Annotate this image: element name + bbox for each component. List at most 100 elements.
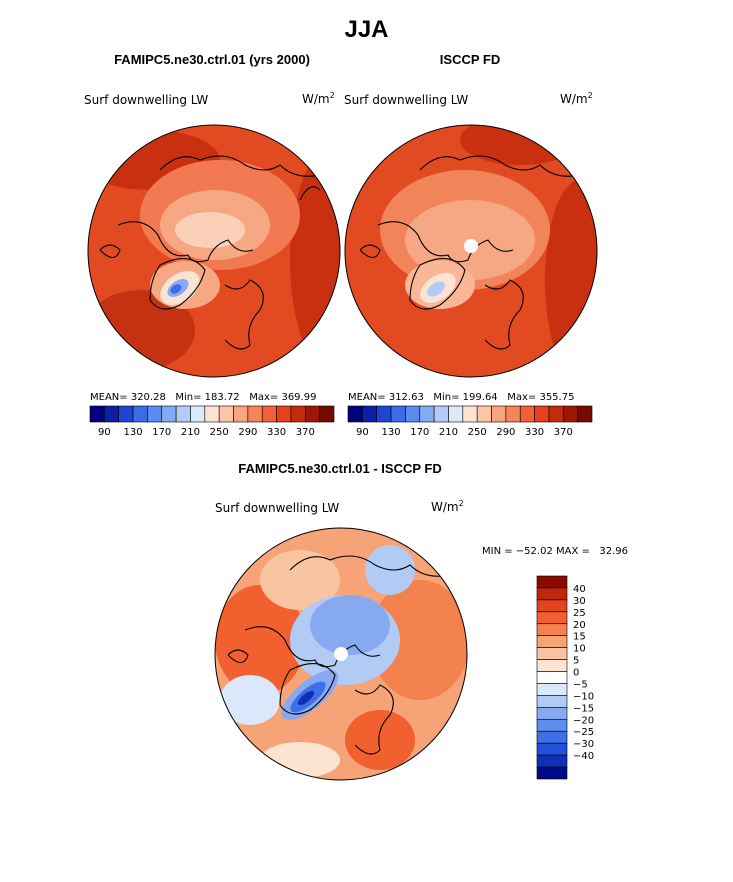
colorbar-tick-label: −15 [573,703,594,714]
colorbar-swatch [491,405,507,423]
difference-panel-title: FAMIPC5.ne30.ctrl.01 - ISCCP FD [238,461,442,476]
colorbar-tick-label: 370 [296,427,315,438]
colorbar-tick-label: 210 [439,427,458,438]
model-map-border [87,124,341,378]
obs-max: Max= 355.75 [507,392,575,403]
colorbar-swatch [147,405,163,423]
colorbar-swatch [476,405,492,423]
colorbar-tick-label: 250 [468,427,487,438]
colorbar-swatch [376,405,392,423]
colorbar-tick-label: 30 [573,596,586,607]
model-colorbar: 90 130 170 210 250 290 330 370 [89,405,335,438]
colorbar-tick-label: 330 [525,427,544,438]
colorbar-swatch [304,405,320,423]
colorbar-swatch [118,405,134,423]
colorbar-tick-label: 40 [573,584,586,595]
colorbar-swatch [536,575,568,589]
colorbar-tick-label: −25 [573,727,594,738]
colorbar-swatch [536,611,568,625]
colorbar-tick-label: 330 [267,427,286,438]
difference-variable-label: Surf downwelling LW [215,501,340,515]
colorbar-swatch [175,405,191,423]
obs-stats: MEAN= 312.63 Min= 199.64 Max= 355.75 [348,392,574,403]
colorbar-tick-label: 20 [573,620,586,631]
colorbar-swatch [190,405,206,423]
colorbar-swatch [536,599,568,613]
model-variable-label: Surf downwelling LW [84,93,209,107]
difference-units-label: W/m2 [431,499,464,514]
colorbar-tick-label: 250 [210,427,229,438]
model-mean: MEAN= 320.28 [90,392,166,403]
colorbar-swatch [347,405,363,423]
colorbar-swatch [536,635,568,648]
colorbar-swatch [233,405,249,423]
colorbar-swatch [505,405,521,423]
colorbar-tick-label: 130 [124,427,143,438]
colorbar-swatch [536,707,568,720]
colorbar-tick-label: 130 [382,427,401,438]
colorbar-tick-label: 290 [238,427,257,438]
colorbar-tick-label: 10 [573,644,586,655]
obs-panel-title: ISCCP FD [439,52,501,67]
model-panel-title: FAMIPC5.ne30.ctrl.01 (yrs 2000) [114,52,310,67]
model-units-label: W/m2 [302,91,335,106]
colorbar-swatch [247,405,263,423]
colorbar-swatch [276,405,292,423]
colorbar-swatch [104,405,120,423]
model-stats: MEAN= 320.28 Min= 183.72 Max= 369.99 [90,392,316,403]
colorbar-swatch [390,405,406,423]
colorbar-swatch [405,405,421,423]
colorbar-swatch [536,730,568,744]
colorbar-tick-label: 15 [573,632,586,643]
difference-map-border [214,527,468,781]
difference-polar-map [215,528,467,780]
colorbar-swatch [536,718,568,732]
colorbar-swatch [290,405,306,423]
difference-minmax: MIN = −52.02 MAX = 32.96 [482,546,629,557]
colorbar-swatch [261,405,277,423]
colorbar-swatch [419,405,435,423]
colorbar-swatch [161,405,177,423]
colorbar-swatch [536,671,568,684]
colorbar-tick-label: −20 [573,715,594,726]
colorbar-swatch [204,405,220,423]
colorbar-tick-label: 90 [98,427,111,438]
colorbar-swatch [536,695,568,708]
colorbar-tick-label: −5 [573,679,588,690]
colorbar-swatch [536,587,568,601]
colorbar-swatch [132,405,148,423]
obs-colorbar: 90 130 170 210 250 290 330 370 [347,405,593,438]
colorbar-tick-label: 25 [573,608,586,619]
obs-units-label: W/m2 [560,91,593,106]
model-max: Max= 369.99 [249,392,317,403]
colorbar-swatch [519,405,535,423]
colorbar-swatch [462,405,478,423]
colorbar-swatch [548,405,564,423]
colorbar-swatch [448,405,464,423]
colorbar-tick-label: 5 [573,656,579,667]
colorbar-tick-label: 210 [181,427,200,438]
colorbar-swatch [89,405,105,423]
colorbar-tick-label: 90 [356,427,369,438]
colorbar-swatch [362,405,378,423]
colorbar-swatch [218,405,234,423]
colorbar-swatch [536,647,568,660]
colorbar-swatch [577,405,593,423]
colorbar-swatch [433,405,449,423]
obs-map-border [344,124,598,378]
colorbar-swatch [536,754,568,768]
colorbar-swatch [536,683,568,696]
model-min: Min= 183.72 [175,392,240,403]
obs-min: Min= 199.64 [433,392,498,403]
colorbar-swatch [562,405,578,423]
page-title: JJA [344,16,389,43]
obs-mean: MEAN= 312.63 [348,392,424,403]
colorbar-swatch [536,659,568,672]
obs-polar-map [345,125,597,377]
colorbar-swatch [536,623,568,637]
colorbar-tick-label: −30 [573,739,594,750]
colorbar-swatch [536,742,568,756]
colorbar-tick-label: 290 [496,427,515,438]
